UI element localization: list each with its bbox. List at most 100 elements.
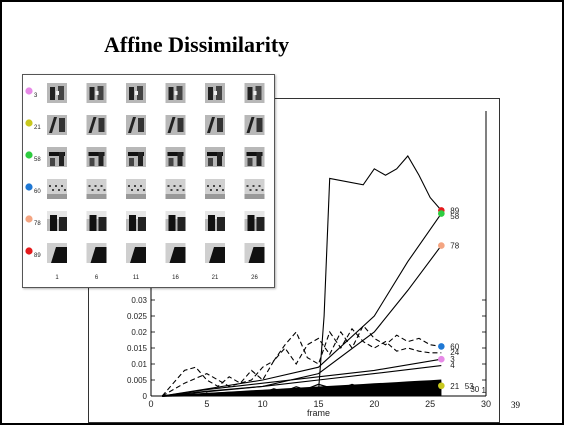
patch-shape (177, 118, 184, 132)
series-line-24 (161, 327, 442, 397)
x-tick-label: 25 (425, 399, 435, 409)
y-tick-label: 0.03 (131, 296, 147, 305)
series-end-marker-21 (438, 382, 445, 390)
patch-shape (214, 91, 217, 95)
column-frame-label: 16 (172, 275, 179, 281)
patch-shape (219, 185, 221, 187)
patch-shape (64, 189, 66, 191)
series-end-label: 3 (450, 355, 455, 364)
patch-shape (49, 117, 57, 133)
patch-thumbnail (165, 243, 186, 263)
patch-shape (247, 87, 253, 100)
patch-shape (176, 189, 179, 191)
slide-title: Affine Dissimilarity (104, 32, 290, 57)
patch-shape (208, 87, 213, 100)
patch-shape (216, 189, 218, 191)
patch-shape (138, 152, 143, 166)
patch-thumbnail (165, 147, 186, 167)
patch-shape (168, 158, 174, 166)
series-end-label: 53 (465, 382, 474, 391)
column-frame-label: 11 (133, 275, 140, 281)
patch-shape (261, 189, 264, 191)
patch-thumbnail (47, 115, 67, 135)
patch-shape (52, 189, 54, 191)
patch-shape (209, 247, 225, 263)
column-frame-label: 1 (55, 275, 59, 281)
patch-shape (95, 91, 99, 95)
patch-thumbnail (205, 83, 225, 103)
patch-shape (140, 185, 142, 187)
patch-shape (256, 152, 262, 166)
patch-shape (213, 185, 215, 187)
patch-thumbnail (86, 147, 107, 167)
patch-shape (169, 247, 186, 263)
series-line-4 (162, 365, 442, 397)
patch-shape (97, 86, 104, 100)
series-end-label: 30 (470, 385, 479, 394)
patch-shape (208, 158, 213, 166)
patch-shape (129, 158, 134, 166)
row-color-dot (25, 183, 33, 191)
patch-thumbnail (86, 243, 107, 263)
patch-thumbnail (165, 115, 186, 135)
patch-shape (128, 117, 136, 133)
patch-shape (216, 86, 222, 100)
patch-shape (59, 217, 67, 231)
patch-thumbnail (126, 147, 146, 167)
patch-shape (222, 189, 224, 191)
patch-shape (167, 117, 176, 133)
column-frame-label: 6 (95, 275, 99, 281)
y-tick-label: 0.005 (127, 376, 148, 385)
y-tick-label: 0 (143, 392, 148, 401)
patch-shape (58, 189, 60, 191)
patch-thumbnail (47, 211, 67, 231)
patch-shape (131, 189, 133, 191)
series-line-60 (161, 324, 442, 397)
patch-thumbnail (86, 83, 107, 103)
series-end-label: 24 (450, 348, 459, 357)
patch-shape (100, 185, 103, 187)
x-tick-label: 20 (369, 399, 379, 409)
patch-thumbnail (47, 243, 67, 263)
patch-shape (249, 189, 252, 191)
patch-shape (59, 118, 65, 132)
patch-shape (165, 194, 186, 199)
series-end-label: 21 (450, 382, 459, 391)
patch-thumbnail (47, 83, 67, 103)
patch-shape (61, 185, 63, 187)
patch-shape (89, 215, 97, 231)
row-color-dot (25, 119, 33, 127)
patch-thumbnail (86, 179, 107, 199)
patch-shape (49, 152, 65, 156)
patch-grid-inset: 3 21 58 60 78 89 1 6 11 16 21 26 (22, 74, 275, 288)
low-trajectory-line (162, 379, 442, 397)
patch-shape (134, 185, 136, 187)
patch-thumbnail (47, 147, 67, 167)
patch-shape (182, 189, 185, 191)
patch-shape (51, 247, 67, 263)
series-end-label: 58 (450, 212, 459, 221)
patch-shape (256, 217, 265, 231)
patch-shape (86, 194, 107, 199)
patch-shape (137, 189, 139, 191)
patch-shape (177, 152, 183, 166)
patch-shape (210, 189, 212, 191)
row-label: 58 (34, 157, 41, 163)
slide-number: 39 (511, 400, 520, 410)
patch-shape (89, 87, 95, 100)
patch-shape (248, 247, 265, 263)
y-tick-label: 0.02 (131, 328, 147, 337)
patch-shape (130, 247, 146, 263)
patch-shape (135, 91, 138, 95)
series-end-marker-3 (438, 355, 445, 363)
patch-thumbnail (205, 115, 225, 135)
patch-shape (255, 86, 262, 100)
line-chart: 0 5 10 15 20 25 30 0 0.005 0.01 0.015 0.02 0.025 0.03… (127, 111, 491, 418)
patch-shape (50, 158, 55, 166)
patch-shape (176, 86, 183, 100)
patch-shape (50, 87, 55, 100)
patch-thumbnail (165, 179, 186, 199)
patch-shape (91, 189, 94, 191)
row-color-dot (25, 247, 33, 255)
